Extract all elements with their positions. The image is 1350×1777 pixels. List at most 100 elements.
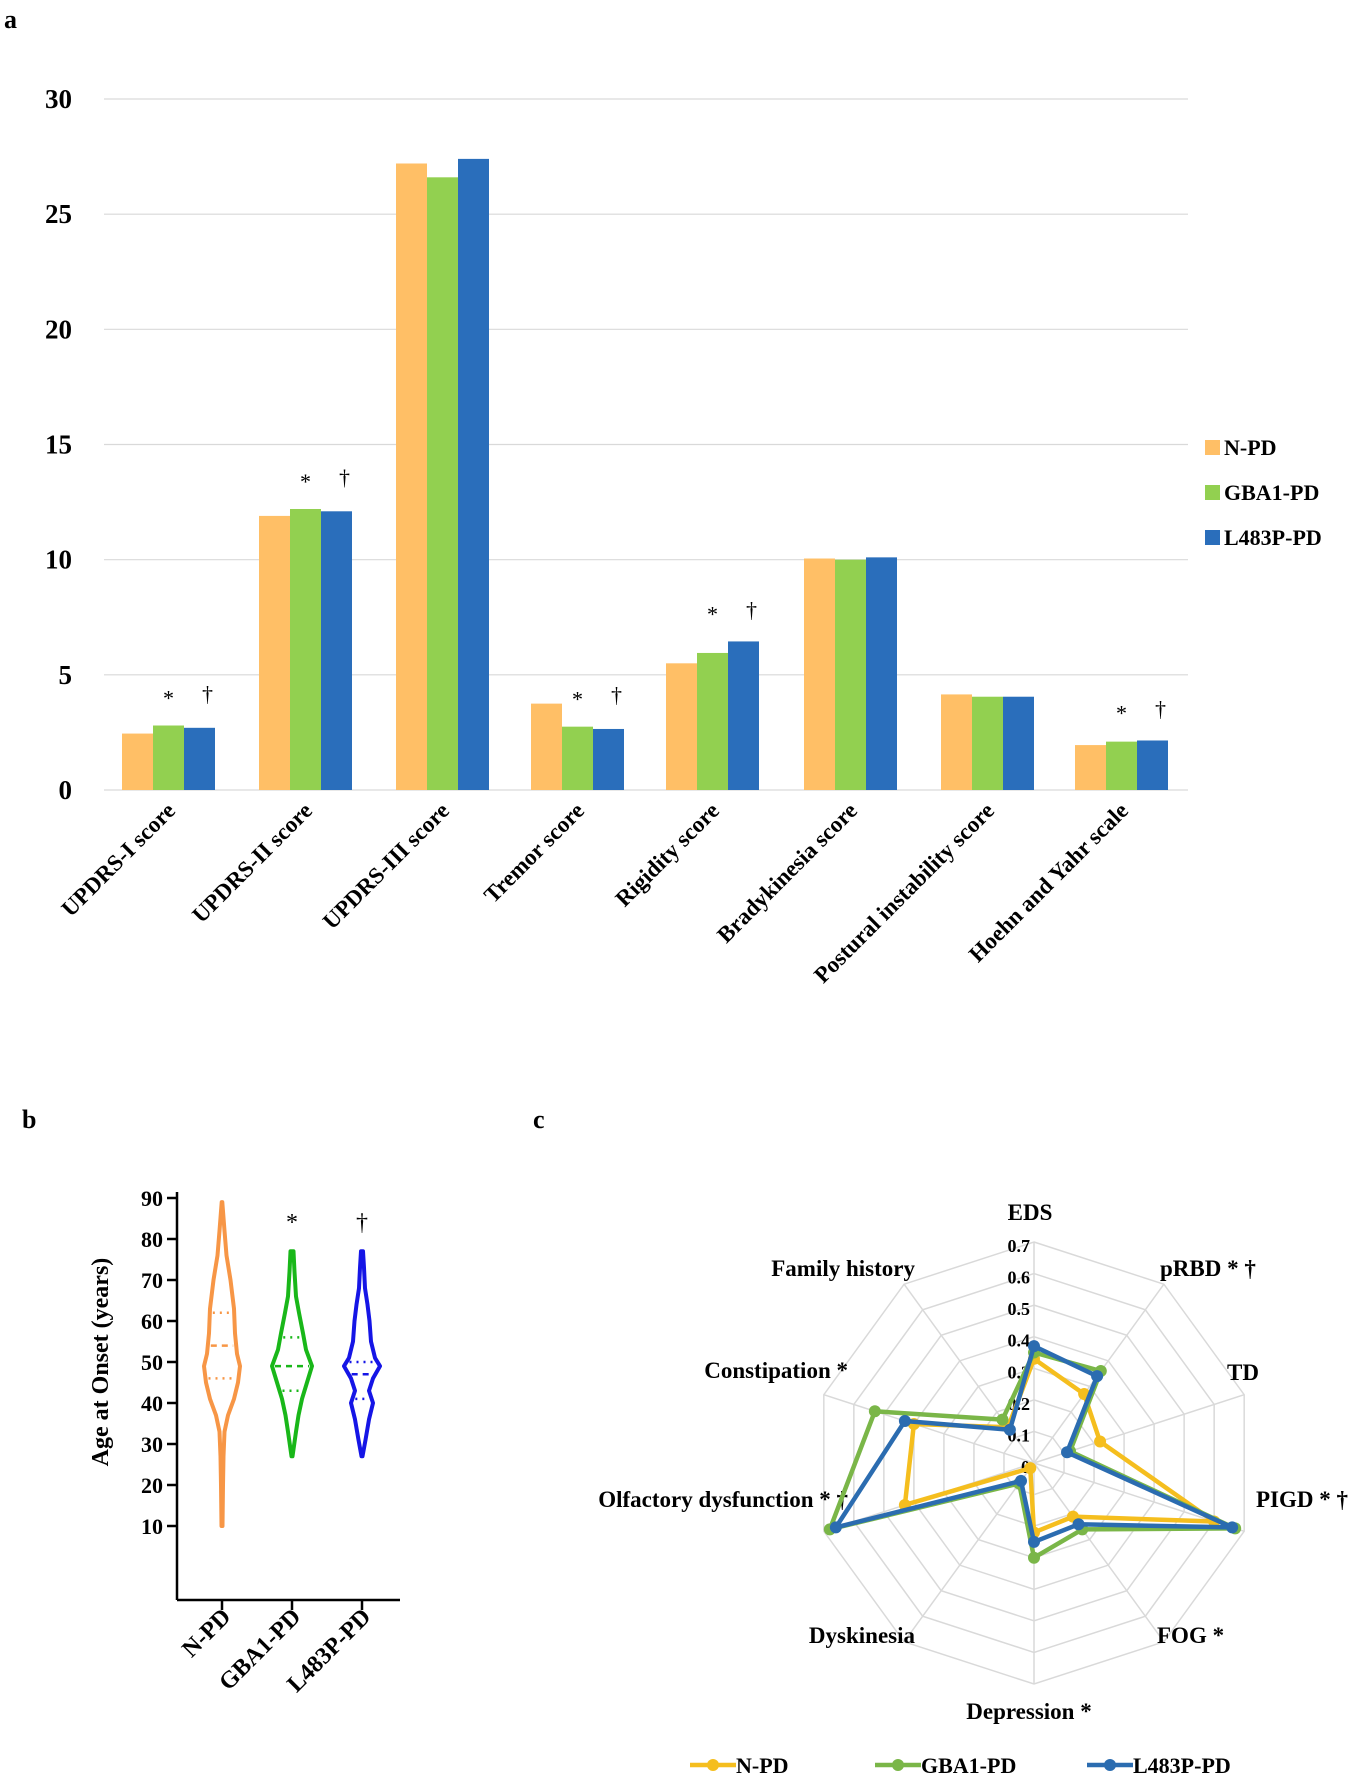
y-tick-label: 15	[45, 430, 72, 460]
panel-a-bar-chart: 0 5 10 15 20 25 30 UPDRS-I score UPDRS-II score U…	[45, 84, 1322, 988]
y-tick-label: 60	[141, 1309, 163, 1334]
significance-dagger: †	[746, 597, 757, 622]
bar-gba1-pd	[1106, 741, 1137, 790]
legend-label: N-PD	[736, 1753, 789, 1777]
panel-b-label: b	[22, 1105, 36, 1134]
radar-point	[1003, 1423, 1016, 1436]
radar-axis-label: PIGD * †	[1256, 1487, 1348, 1512]
x-tick-label: N-PD	[177, 1604, 236, 1663]
radar-point	[1226, 1521, 1239, 1534]
bar-l483p-pd	[866, 557, 897, 790]
legend-swatch	[1205, 530, 1220, 545]
bar-n-pd	[396, 163, 427, 790]
violin-gba1-pd	[270, 1249, 314, 1459]
significance-star: *	[707, 601, 718, 626]
radar-axis-label: pRBD * †	[1160, 1256, 1256, 1281]
legend-swatch	[1205, 485, 1220, 500]
legend-label: L483P-PD	[1224, 525, 1322, 550]
radar-point	[1024, 1462, 1037, 1475]
bar-n-pd	[122, 733, 153, 790]
bar-gba1-pd	[562, 726, 593, 790]
radar-point	[1028, 1535, 1040, 1548]
bar-l483p-pd	[458, 158, 489, 791]
significance-star: *	[163, 686, 174, 711]
significance-mark: *	[286, 1210, 298, 1236]
y-tick-label: 40	[141, 1391, 163, 1416]
x-tick-label: Bradykinesia score	[712, 798, 862, 948]
radar-spoke	[823, 1393, 1035, 1464]
bar-l483p-pd	[184, 727, 215, 790]
bar-gba1-pd	[290, 508, 321, 790]
y-tick-label: 5	[59, 660, 73, 690]
violin-n-pd	[202, 1200, 242, 1528]
bar-gba1-pd	[835, 559, 866, 790]
bar-l483p-pd	[728, 641, 759, 790]
radar-axis-label: FOG *	[1157, 1623, 1224, 1648]
radar-point	[1091, 1370, 1104, 1383]
y-tick-label: 25	[45, 199, 72, 229]
legend-label: N-PD	[1224, 435, 1277, 460]
radar-point	[1028, 1551, 1040, 1564]
radar-spoke	[1033, 1462, 1165, 1643]
bar-n-pd	[804, 558, 835, 790]
violin-l483p-pd	[342, 1249, 382, 1459]
y-tick-label: 50	[141, 1350, 163, 1375]
bar-n-pd	[259, 515, 290, 790]
y-tick-label: 0	[59, 775, 73, 805]
y-tick-label: 20	[45, 314, 72, 344]
y-axis-title: Age at Onset (years)	[88, 1258, 114, 1467]
radial-tick-label: 0.4	[1008, 1331, 1031, 1351]
radial-tick-label: 0.5	[1008, 1299, 1031, 1319]
panel-a-label: a	[4, 5, 17, 34]
y-tick-label: 30	[141, 1432, 163, 1457]
radar-axis-label: TD	[1227, 1360, 1259, 1385]
x-tick-label: UPDRS-II score	[187, 798, 317, 928]
radar-point	[868, 1405, 881, 1418]
radial-tick-label: 0.6	[1008, 1268, 1031, 1288]
x-tick-label: UPDRS-III score	[318, 798, 454, 934]
significance-dagger: †	[1155, 696, 1166, 721]
legend-marker	[707, 1759, 719, 1771]
significance-star: *	[572, 687, 583, 712]
bar-l483p-pd	[593, 728, 624, 790]
panel-b-violin-chart: 10 20 30 40 50 60 70 80 90 Age at Onset (years) N-…	[88, 1186, 400, 1698]
y-tick-label: 10	[141, 1514, 163, 1539]
bar-n-pd	[666, 663, 697, 790]
radar-point	[1028, 1340, 1040, 1353]
radar-axis-label: Dyskinesia	[809, 1623, 916, 1648]
radar-point	[1094, 1435, 1107, 1448]
legend-label: L483P-PD	[1133, 1753, 1231, 1777]
bar-n-pd	[1075, 745, 1106, 790]
significance-mark: †	[356, 1210, 368, 1236]
radar-axis-label: Depression *	[966, 1699, 1091, 1724]
bar-gba1-pd	[427, 177, 458, 790]
y-tick-label: 10	[45, 545, 72, 575]
bar-n-pd	[941, 694, 972, 790]
radar-point	[898, 1415, 911, 1428]
radar-point	[1072, 1518, 1085, 1531]
legend-swatch	[1205, 440, 1220, 455]
y-tick-label: 30	[45, 84, 72, 114]
radar-point	[996, 1413, 1009, 1426]
x-tick-label: Tremor score	[479, 798, 589, 908]
bar-l483p-pd	[321, 511, 352, 790]
panel-c-label: c	[533, 1105, 545, 1134]
y-tick-label: 70	[141, 1268, 163, 1293]
radar-point	[1015, 1474, 1028, 1487]
x-tick-label: UPDRS-I score	[57, 798, 181, 922]
y-tick-label: 80	[141, 1227, 163, 1252]
legend-marker	[1104, 1759, 1116, 1771]
significance-star: *	[1116, 700, 1127, 725]
radar-axis-label: EDS	[1008, 1200, 1053, 1225]
y-tick-label: 20	[141, 1473, 163, 1498]
bar-l483p-pd	[1003, 696, 1034, 790]
radar-point	[829, 1521, 842, 1534]
bar-gba1-pd	[697, 652, 728, 790]
radar-axis-label: Family history	[771, 1256, 915, 1281]
bar-l483p-pd	[1137, 740, 1168, 790]
x-tick-label: Rigidity score	[610, 798, 724, 912]
radar-axis-label: Olfactory dysfunction * †	[598, 1487, 848, 1512]
radial-tick-label: 0.7	[1008, 1236, 1031, 1256]
radar-axis-label: Constipation *	[704, 1358, 848, 1383]
